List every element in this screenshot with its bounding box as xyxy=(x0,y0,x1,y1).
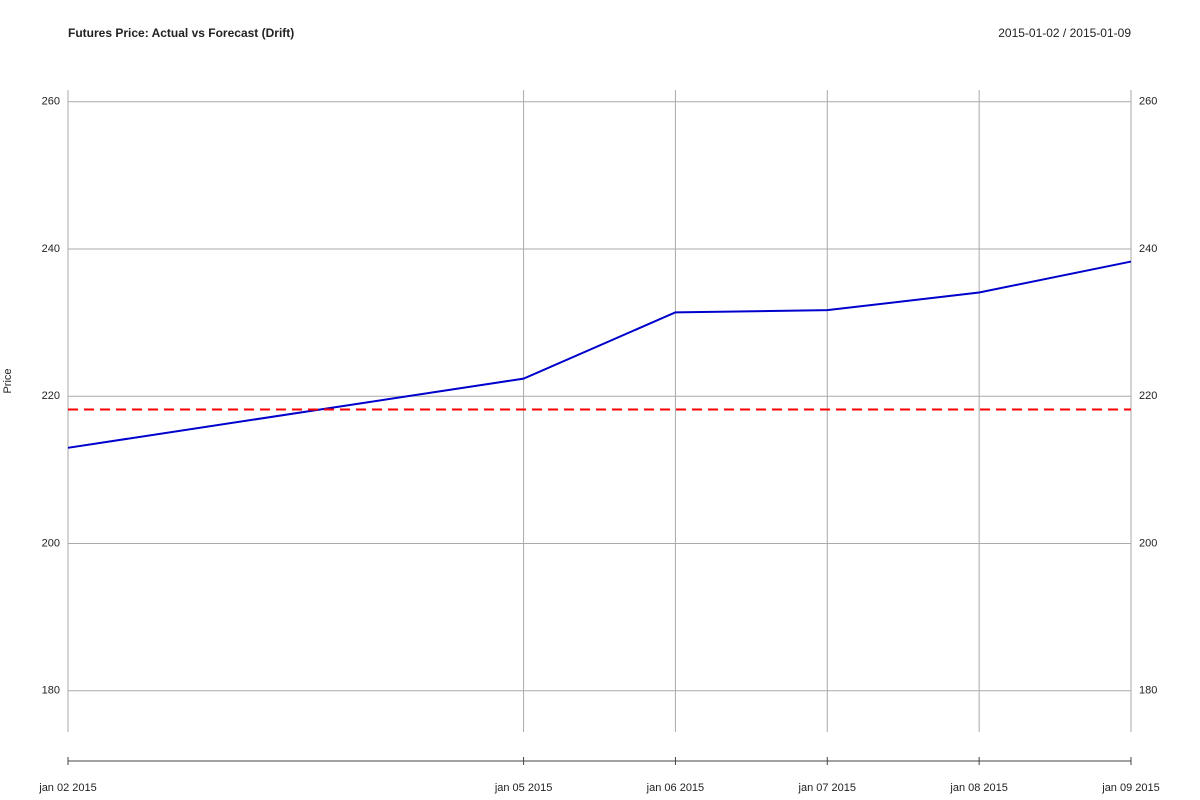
x-tick-label: jan 07 2015 xyxy=(798,782,857,794)
y-tick-label: 260 xyxy=(42,96,60,108)
y-tick-label: 220 xyxy=(42,390,60,402)
y-tick-label-right: 180 xyxy=(1139,685,1157,697)
x-tick-label: jan 02 2015 xyxy=(38,782,97,794)
x-tick-label: jan 05 2015 xyxy=(494,782,553,794)
y-tick-label-right: 240 xyxy=(1139,243,1157,255)
chart-subtitle: 2015-01-02 / 2015-01-09 xyxy=(998,26,1131,40)
x-tick-label: jan 06 2015 xyxy=(646,782,705,794)
y-tick-label-right: 220 xyxy=(1139,390,1157,402)
y-tick-label: 240 xyxy=(42,243,60,255)
y-tick-label-right: 260 xyxy=(1139,96,1157,108)
chart-title: Futures Price: Actual vs Forecast (Drift… xyxy=(68,26,294,40)
y-tick-label-right: 200 xyxy=(1139,537,1157,549)
y-tick-label: 180 xyxy=(42,685,60,697)
series-line xyxy=(67,260,1132,449)
y-axis-label: Price xyxy=(2,368,14,393)
y-tick-label: 200 xyxy=(42,537,60,549)
x-tick-label: jan 08 2015 xyxy=(949,782,1008,794)
x-tick-label: jan 09 2015 xyxy=(1101,782,1160,794)
